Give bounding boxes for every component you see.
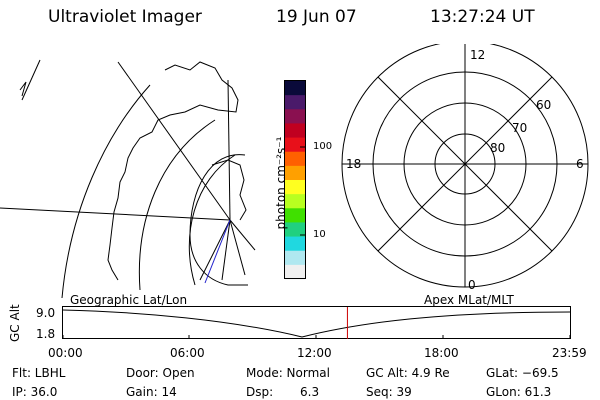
map-meridian — [229, 219, 246, 276]
map-meridian — [227, 79, 231, 221]
colorbar-stripe — [285, 81, 305, 96]
colorbar — [284, 80, 306, 280]
colorbar-stripe — [285, 208, 305, 223]
polar-mlt-12: 12 — [470, 48, 486, 62]
map-lat-circle — [61, 84, 151, 299]
map-meridian — [199, 219, 231, 281]
map-satellite-track — [204, 219, 231, 284]
status-filter: Flt: LBHL — [12, 366, 66, 380]
map-lat-circle — [188, 154, 236, 286]
timeline-y-min: 1.8 — [36, 327, 56, 341]
timeline-tick-1200: 12:00 — [297, 346, 332, 360]
timeline-right-label: Apex MLat/MLT — [424, 293, 514, 307]
map-meridian — [229, 219, 256, 251]
colorbar-stripe — [285, 180, 305, 195]
timeline-ticks — [62, 335, 571, 339]
timeline-y-axis-label: GC Alt — [8, 304, 22, 342]
map-meridian — [221, 219, 231, 281]
status-mode: Mode: Normal — [246, 366, 330, 380]
colorbar-stripe — [285, 250, 305, 266]
timeline-tick-2359: 23:59 — [552, 346, 587, 360]
timeline-tick-0000: 00:00 — [48, 346, 83, 360]
colorbar-stripe — [285, 95, 305, 110]
timeline-plot[interactable] — [62, 306, 572, 340]
status-dsp-label: Dsp: — [246, 385, 274, 399]
colorbar-tick-10: 10 — [313, 229, 326, 240]
colorbar-stripe — [285, 151, 305, 167]
date-label: 19 Jun 07 — [276, 7, 357, 27]
map-meridian — [21, 59, 41, 101]
map-coastline — [107, 61, 239, 281]
polar-mlt-0: 0 — [468, 278, 476, 292]
status-seq: Seq: 39 — [366, 385, 412, 399]
status-ip: IP: 36.0 — [12, 385, 58, 399]
polar-lat-80: 80 — [490, 141, 506, 155]
colorbar-stripe — [285, 137, 305, 153]
status-gc-alt: GC Alt: 4.9 Re — [366, 366, 450, 380]
timeline-tick-1800: 18:00 — [424, 346, 459, 360]
polar-lat-60: 60 — [536, 98, 552, 112]
map-meridian — [0, 207, 231, 221]
map-coastline — [19, 81, 27, 97]
map-coastline — [211, 159, 247, 221]
colorbar-unit-label: photon cm⁻²s⁻¹ — [274, 136, 288, 230]
colorbar-stripe — [285, 165, 305, 181]
polar-lat-70: 70 — [512, 121, 528, 135]
status-glat: GLat: −69.5 — [486, 366, 559, 380]
time-label: 13:27:24 UT — [430, 7, 535, 27]
status-glon: GLon: 61.3 — [486, 385, 552, 399]
colorbar-stripe — [285, 236, 305, 252]
timeline-tick-0600: 06:00 — [170, 346, 205, 360]
polar-mlt-6: 6 — [576, 157, 584, 171]
polar-mlt-18: 18 — [346, 157, 362, 171]
map-lat-circle — [138, 119, 216, 291]
polar-plot — [341, 44, 589, 288]
timeline-altitude-curve — [62, 309, 571, 338]
colorbar-stripe — [285, 194, 305, 209]
timeline-left-label: Geographic Lat/Lon — [70, 293, 188, 307]
colorbar-stripe — [285, 222, 305, 238]
instrument-title: Ultraviolet Imager — [48, 7, 202, 27]
colorbar-tick-100: 100 — [313, 141, 333, 152]
timeline-y-max: 9.0 — [36, 306, 56, 320]
colorbar-stripe — [285, 109, 305, 124]
status-gain: Gain: 14 — [126, 385, 177, 399]
geographic-map — [0, 59, 256, 299]
status-dsp-value: 6.3 — [300, 385, 320, 399]
map-fov-outline — [189, 154, 248, 286]
status-door: Door: Open — [126, 366, 195, 380]
polar-axis — [377, 76, 553, 252]
colorbar-stripe — [285, 123, 305, 139]
colorbar-stripe — [285, 264, 305, 280]
map-meridian — [117, 61, 231, 221]
